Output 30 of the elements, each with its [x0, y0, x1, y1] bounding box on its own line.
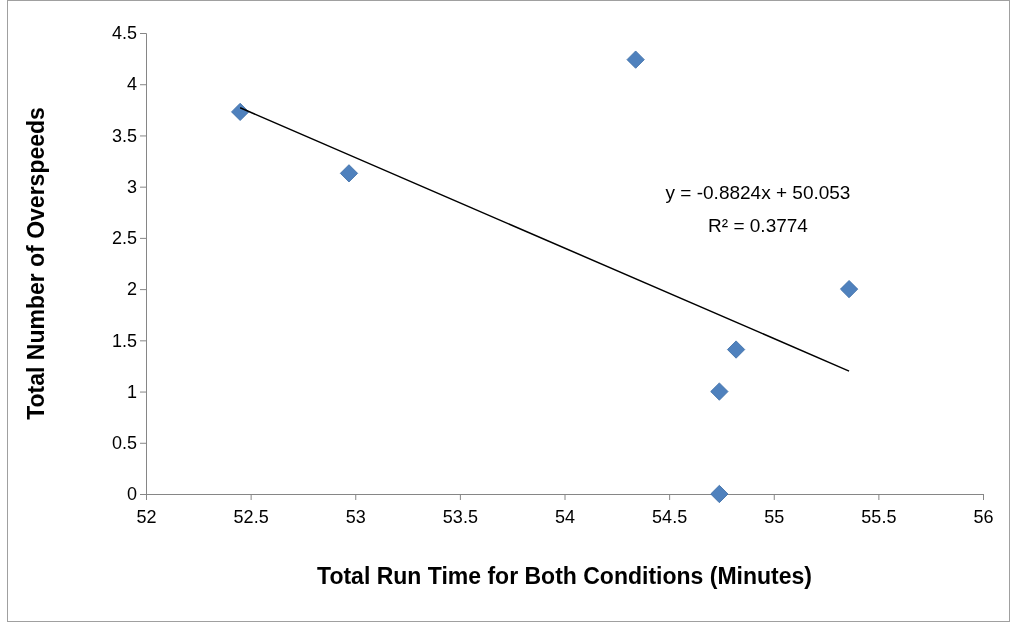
- x-tick-label: 53.5: [442, 506, 478, 527]
- y-tick-label: 2.5: [111, 228, 137, 249]
- point: [727, 340, 746, 359]
- y-tick-label: 2: [126, 279, 137, 300]
- point: [339, 164, 359, 183]
- x-tick-label: 53: [345, 506, 366, 527]
- y-tick-label: 3: [126, 176, 137, 197]
- annotation: R² = 0.3774: [708, 215, 809, 236]
- y-tick-label: 0: [126, 484, 137, 505]
- x-tick-label: 56: [973, 506, 994, 527]
- point: [840, 280, 859, 299]
- y-tick-label: 4.5: [111, 23, 137, 44]
- y-tick-label: 1: [126, 381, 137, 402]
- y-tick-label: 4: [126, 74, 137, 95]
- x-axis-title: Total Run Time for Both Conditions (Minutes): [317, 563, 812, 589]
- x-tick-label: 55: [764, 506, 785, 527]
- x-tick-label: 55.5: [861, 506, 897, 527]
- point: [231, 102, 250, 121]
- point: [626, 50, 645, 69]
- x-tick-label: 52.5: [233, 506, 269, 527]
- x-tick-label: 54.5: [652, 506, 688, 527]
- x-tick-label: 52: [136, 506, 157, 527]
- point: [710, 484, 729, 504]
- annotation: y = -0.8824x + 50.053: [665, 182, 851, 203]
- y-tick-label: 0.5: [111, 433, 137, 454]
- point: [710, 382, 729, 401]
- x-tick-label: 54: [554, 506, 576, 527]
- y-tick-label: 3.5: [111, 125, 137, 146]
- y-axis-title: Total Number of Overspeeds: [23, 107, 49, 420]
- y-tick-label: 1.5: [111, 330, 137, 351]
